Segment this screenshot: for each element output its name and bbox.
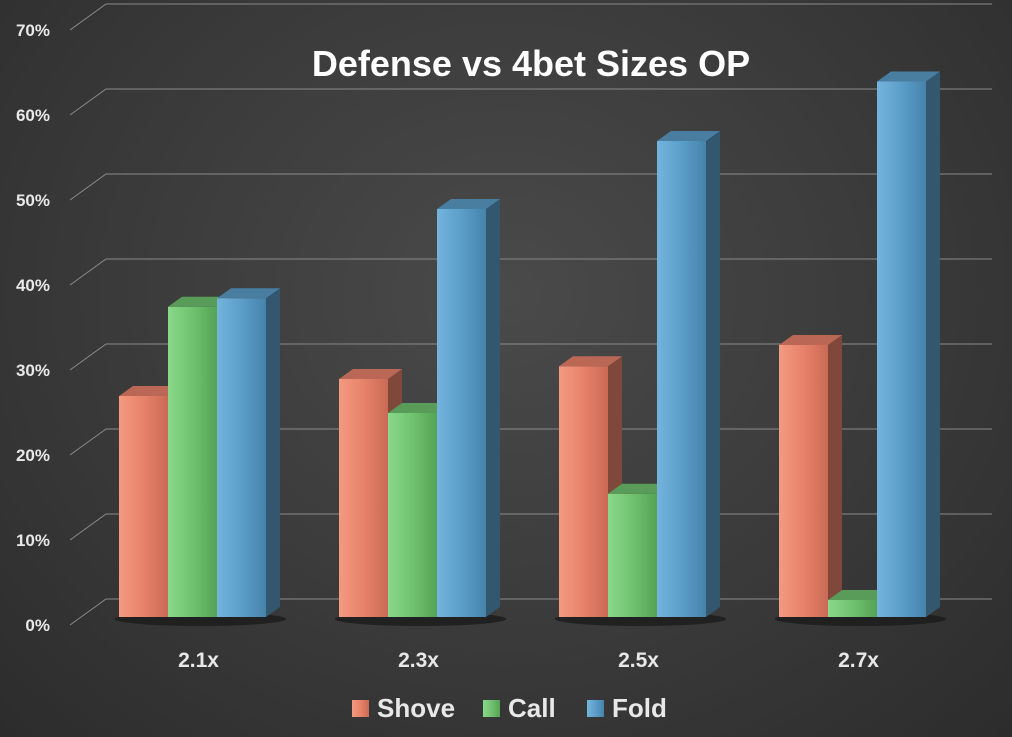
legend: Shove Call Fold [352, 693, 667, 723]
bar-front [779, 345, 828, 617]
y-axis-labels: 0% 10% 20% 30% 40% 50% 60% 70% [16, 21, 50, 635]
bar-shove-2.7x [779, 335, 842, 617]
x-tick-label: 2.1x [178, 649, 219, 672]
x-tick-label: 2.7x [838, 649, 879, 672]
bar-side [486, 199, 500, 617]
bar-front [877, 81, 926, 617]
y-tick-label: 40% [16, 276, 50, 295]
y-tick-label: 10% [16, 531, 50, 550]
bar-top [388, 403, 451, 413]
bar-front [437, 209, 486, 617]
bar-top [217, 288, 280, 299]
bar-front [657, 141, 706, 617]
y-tick-label: 20% [16, 446, 50, 465]
bars [119, 71, 940, 617]
y-tick-label: 70% [16, 21, 50, 40]
bar-front [168, 306, 217, 617]
bar-top [168, 296, 231, 307]
bar-side [926, 71, 940, 617]
legend-swatch [483, 700, 500, 717]
y-tick-label: 0% [25, 616, 50, 635]
y-tick-label: 30% [16, 361, 50, 380]
bar-front [217, 298, 266, 617]
bar-side [828, 335, 842, 617]
bar-fold-2.5x [657, 131, 720, 617]
gridline [69, 88, 992, 116]
bar-top [779, 335, 842, 345]
bar-fold-2.3x [437, 199, 500, 617]
y-tick-label: 60% [16, 106, 50, 125]
bar-side [706, 131, 720, 617]
x-tick-label: 2.3x [398, 649, 439, 672]
chart-title: Defense vs 4bet Sizes OP [312, 43, 750, 84]
gridline [69, 173, 992, 201]
bar-front [388, 413, 437, 617]
legend-label: Call [508, 693, 556, 723]
bar-side [266, 288, 280, 617]
bar-fold-2.7x [877, 71, 940, 617]
bar-top [608, 483, 671, 494]
bar-front [608, 493, 657, 617]
gridline [69, 3, 992, 31]
bar-top [657, 131, 720, 141]
bar-top [828, 590, 891, 600]
legend-label: Shove [377, 693, 455, 723]
legend-item-call: Call [483, 693, 556, 723]
bar-front [339, 379, 388, 617]
legend-item-shove: Shove [352, 693, 455, 723]
x-axis-labels: 2.1x 2.3x 2.5x 2.7x [178, 649, 879, 672]
bar-front [559, 366, 608, 617]
x-tick-label: 2.5x [618, 649, 659, 672]
legend-item-fold: Fold [587, 693, 667, 723]
bar-top [877, 71, 940, 82]
bar-top [437, 199, 500, 209]
bar-front [828, 600, 877, 617]
y-tick-label: 50% [16, 191, 50, 210]
legend-label: Fold [612, 693, 667, 723]
bar-front [119, 396, 168, 617]
legend-swatch [587, 700, 604, 717]
bar-top [339, 369, 402, 379]
gridline [69, 258, 992, 286]
legend-swatch [352, 700, 369, 717]
bar-fold-2.1x [217, 288, 280, 617]
bar-top [559, 356, 622, 367]
bar-top [119, 386, 182, 396]
